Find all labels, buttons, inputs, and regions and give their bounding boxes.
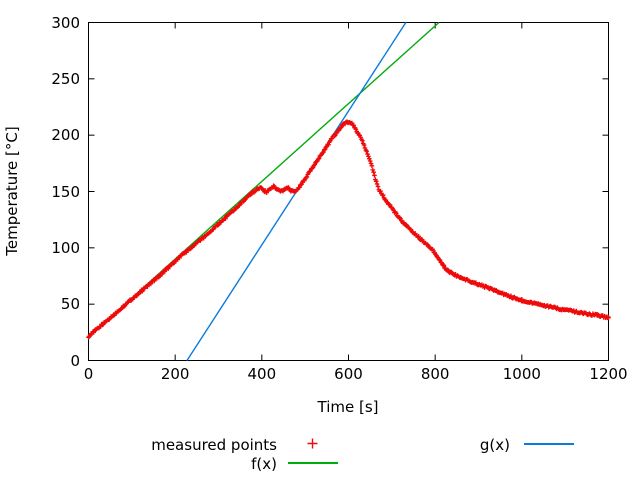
y-tick-label: 150 [51, 182, 80, 201]
legend-label-g: g(x) [479, 436, 510, 454]
x-tick-label: 200 [160, 365, 190, 383]
y-tick-label: 0 [70, 351, 80, 370]
legend-sample-f-line [288, 462, 338, 464]
y-tick-label: 250 [51, 69, 80, 88]
x-tick-label: 0 [83, 365, 94, 383]
legend-marker-plus-icon [307, 438, 318, 449]
y-tick-label: 300 [51, 13, 80, 32]
x-tick-label: 1200 [589, 365, 628, 383]
legend-sample-g-line [524, 443, 574, 445]
y-tick-label: 200 [51, 126, 80, 145]
x-tick-label: 400 [247, 365, 277, 383]
x-tick-label: 800 [420, 365, 450, 383]
x-axis-title: Time [s] [317, 398, 379, 416]
legend-label-f: f(x) [251, 455, 277, 473]
y-tick-label: 50 [60, 295, 80, 314]
legend-label-measured-points: measured points [151, 436, 277, 454]
y-axis-title: Temperature [°C] [3, 126, 21, 256]
x-tick-label: 600 [334, 365, 363, 383]
x-tick-label: 1000 [502, 365, 541, 383]
y-tick-label: 100 [51, 238, 80, 257]
